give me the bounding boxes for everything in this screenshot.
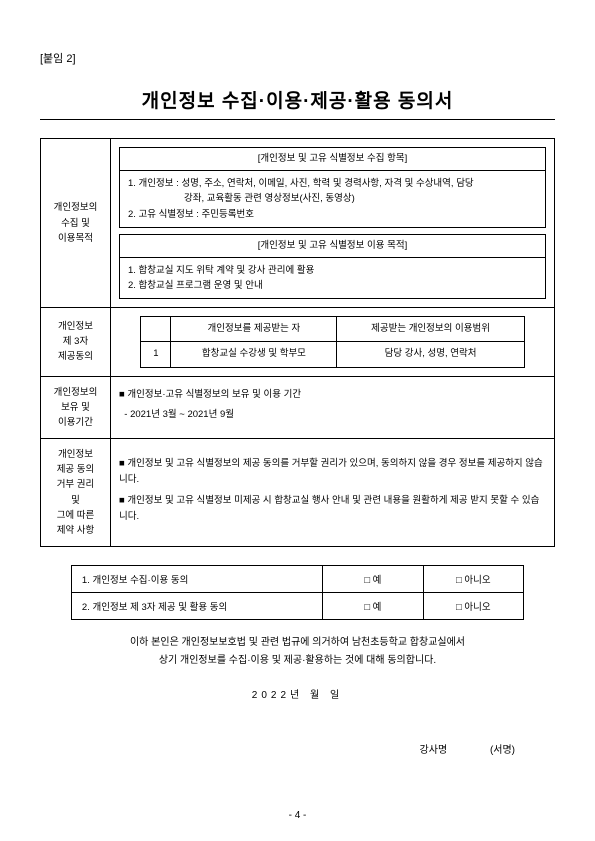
third-party-table: 개인정보를 제공받는 자 제공받는 개인정보의 이용범위 1 합창교실 수강생 … — [140, 316, 524, 367]
purpose-header: [개인정보 및 고유 식별정보 이용 목적] — [120, 235, 545, 258]
attachment-label: [붙임 2] — [40, 50, 555, 66]
section3-content: ■ 개인정보·고유 식별정보의 보유 및 이용 기간 - 2021년 3월 ~ … — [111, 376, 555, 439]
row-recipient: 합창교실 수강생 및 학부모 — [171, 342, 337, 367]
statement-line1: 이하 본인은 개인정보보호법 및 관련 법규에 의거하여 남천초등학교 합창교실… — [40, 634, 555, 652]
consent2-yes[interactable]: □ 예 — [323, 593, 423, 620]
th-recipient: 개인정보를 제공받는 자 — [171, 317, 337, 342]
th-scope: 제공받는 개인정보의 이용범위 — [337, 317, 524, 342]
collect-line1: 1. 개인정보 : 성명, 주소, 연락처, 이메일, 사진, 학력 및 경력사… — [128, 176, 537, 191]
purpose-content: 1. 합창교실 지도 위탁 계약 및 강사 관리에 활용 2. 합창교실 프로그… — [120, 258, 545, 298]
signature-line: 강사명 (서명) — [40, 741, 555, 756]
collect-items-header: [개인정보 및 고유 식별정보 수집 항목] — [120, 148, 545, 171]
consent2-no[interactable]: □ 아니오 — [423, 593, 524, 620]
th-blank — [141, 317, 171, 342]
consent1-no[interactable]: □ 아니오 — [423, 566, 524, 593]
section1-label: 개인정보의 수집 및 이용목적 — [41, 139, 111, 308]
section3-label: 개인정보의 보유 및 이용기간 — [41, 376, 111, 439]
rights-line1: ■ 개인정보 및 고유 식별정보의 제공 동의를 거부할 권리가 있으며, 동의… — [119, 456, 546, 488]
statement: 이하 본인은 개인정보보호법 및 관련 법규에 의거하여 남천초등학교 합창교실… — [40, 634, 555, 670]
purpose-box: [개인정보 및 고유 식별정보 이용 목적] 1. 합창교실 지도 위탁 계약 … — [119, 234, 546, 300]
info-table: 개인정보의 수집 및 이용목적 [개인정보 및 고유 식별정보 수집 항목] 1… — [40, 138, 555, 547]
section4-content: ■ 개인정보 및 고유 식별정보의 제공 동의를 거부할 권리가 있으며, 동의… — [111, 439, 555, 547]
consent1-label: 1. 개인정보 수집·이용 동의 — [71, 566, 322, 593]
statement-line2: 상기 개인정보를 수집·이용 및 제공·활용하는 것에 대해 동의합니다. — [40, 652, 555, 670]
signature-mark: (서명) — [490, 745, 515, 756]
collect-items-content: 1. 개인정보 : 성명, 주소, 연락처, 이메일, 사진, 학력 및 경력사… — [120, 171, 545, 227]
signer-name: 강사명 — [420, 745, 448, 756]
purpose-line1: 1. 합창교실 지도 위탁 계약 및 강사 관리에 활용 — [128, 263, 537, 278]
consent1-yes[interactable]: □ 예 — [323, 566, 423, 593]
purpose-line2: 2. 합창교실 프로그램 운영 및 안내 — [128, 278, 537, 293]
collect-items-box: [개인정보 및 고유 식별정보 수집 항목] 1. 개인정보 : 성명, 주소,… — [119, 147, 546, 228]
main-title: 개인정보 수집·이용·제공·활용 동의서 — [40, 86, 555, 113]
retention-line2: - 2021년 3월 ~ 2021년 9월 — [119, 407, 546, 423]
section1-content: [개인정보 및 고유 식별정보 수집 항목] 1. 개인정보 : 성명, 주소,… — [111, 139, 555, 308]
page-number: - 4 - — [0, 810, 595, 821]
retention-line1: ■ 개인정보·고유 식별정보의 보유 및 이용 기간 — [119, 387, 546, 403]
title-underline — [40, 119, 555, 120]
date-line: 2022년 월 일 — [40, 686, 555, 701]
collect-line1b: 강좌, 교육활동 관련 영상정보(사진, 동영상) — [128, 191, 537, 206]
rights-line2: ■ 개인정보 및 고유 식별정보 미제공 시 합창교실 행사 안내 및 관련 내… — [119, 493, 546, 525]
section4-label: 개인정보 제공 동의 거부 권리 및 그에 따른 제약 사항 — [41, 439, 111, 547]
consent-table: 1. 개인정보 수집·이용 동의 □ 예 □ 아니오 2. 개인정보 제 3자 … — [71, 565, 524, 620]
collect-line2: 2. 고유 식별정보 : 주민등록번호 — [128, 207, 537, 222]
row-scope: 담당 강사, 성명, 연락처 — [337, 342, 524, 367]
consent2-label: 2. 개인정보 제 3자 제공 및 활용 동의 — [71, 593, 322, 620]
section2-content: 개인정보를 제공받는 자 제공받는 개인정보의 이용범위 1 합창교실 수강생 … — [111, 308, 555, 376]
row-num: 1 — [141, 342, 171, 367]
section2-label: 개인정보 제 3자 제공동의 — [41, 308, 111, 376]
